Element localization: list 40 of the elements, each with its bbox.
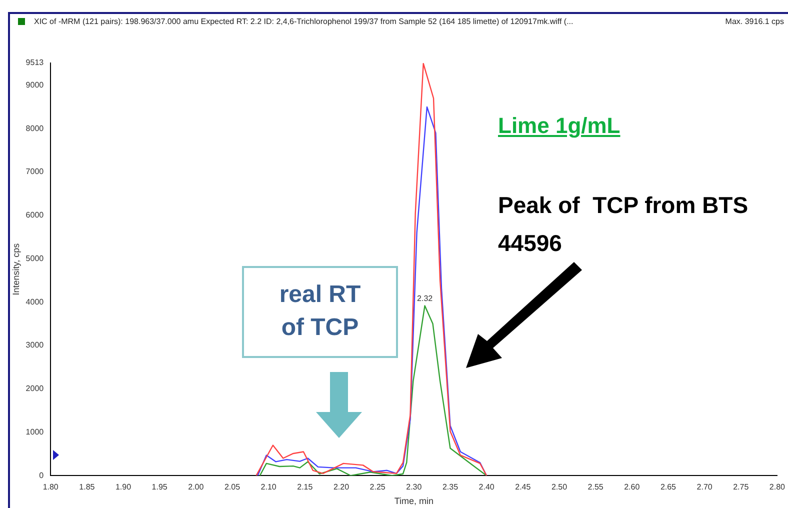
x-axis-title: Time, min [394,496,434,506]
y-tick-label: 4000 [26,297,44,306]
x-tick-label: 2.20 [333,482,350,492]
x-tick-label: 2.50 [551,482,568,492]
x-tick-label: 2.30 [406,482,422,492]
x-tick-label: 2.15 [297,482,314,492]
x-tick-label: 2.55 [588,482,604,492]
text: Max. 3916.1 cps [725,17,784,26]
x-tick-label: 2.25 [370,482,386,492]
x-tick-label: 1.85 [79,482,96,492]
annotation: real RT of TCP [242,266,398,358]
x-tick-label: 2.65 [660,482,677,492]
annotation: Peak of TCP from BTS 44596 [498,191,750,258]
y-tick-label: 6000 [26,210,44,220]
x-tick-label: 2.10 [260,482,277,492]
y-tick-label: 0 [39,470,44,480]
y-tick-label: 9000 [26,80,44,90]
y-tick-label: 8000 [26,124,44,133]
x-tick-label: 2.05 [224,482,241,492]
x-tick-label: 2.75 [733,482,750,492]
y-tick-label: 2000 [26,384,44,394]
x-tick-label: 2.00 [188,482,204,492]
y-tick-label: 3000 [26,340,44,350]
annotation: Lime 1g/mL [498,113,620,139]
x-tick-label: 2.70 [696,482,713,492]
x-tick-label: 2.40 [478,482,495,492]
x-tick-label: 1.80 [42,482,59,492]
y-tick-label: 5000 [26,254,44,263]
x-tick-label: 1.90 [115,482,132,492]
chart-title: XIC of -MRM (121 pairs): 198.963/37.000 amu Expected RT: 2.2 ID: 2,4,6-Trichlorophenol 199/37 from Sample 52 (164 185 limette) of 120917mk.wiff (... [34,17,574,26]
x-tick-label: 1.95 [152,482,168,492]
x-tick-label: 2.45 [515,482,532,492]
annotation: 2.32 [417,294,434,303]
y-tick-label: 1000 [26,427,44,436]
x-tick-label: 2.80 [769,482,786,492]
y-tick-label: 7000 [26,167,44,176]
x-tick-label: 2.35 [442,482,459,492]
x-tick-label: 2.60 [624,482,640,492]
y-axis-title: Intensity, cps [10,242,21,296]
y-tick-label: 9513 [26,58,44,68]
